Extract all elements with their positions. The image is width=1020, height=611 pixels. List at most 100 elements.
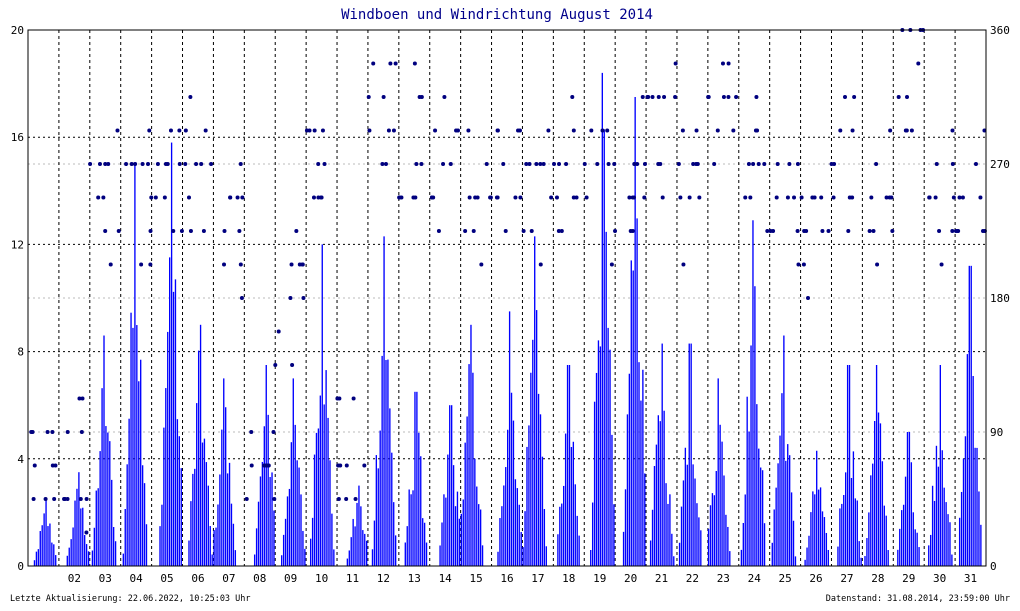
gust-bar xyxy=(563,485,565,566)
direction-dot xyxy=(380,162,385,166)
direction-dot xyxy=(642,195,647,200)
gust-bar xyxy=(642,369,644,566)
gust-bar xyxy=(95,490,97,566)
direction-dot xyxy=(101,195,106,200)
direction-dot xyxy=(381,95,386,99)
gust-bar xyxy=(783,335,785,566)
gust-bar xyxy=(317,428,320,566)
gust-bar xyxy=(688,343,690,566)
direction-dot xyxy=(524,162,529,166)
direction-dot xyxy=(273,363,278,367)
direction-dot xyxy=(336,497,341,501)
gust-bar xyxy=(439,545,441,566)
direction-dot xyxy=(304,128,309,133)
direction-dot xyxy=(852,95,857,99)
direction-dot xyxy=(362,463,367,468)
direction-dot xyxy=(414,162,419,166)
x-tick-label: 03 xyxy=(99,572,112,585)
direction-dot xyxy=(635,162,640,166)
direction-dot xyxy=(869,195,874,200)
gust-bar xyxy=(161,504,163,566)
gust-bar xyxy=(852,451,855,566)
gust-bar xyxy=(84,535,86,566)
direction-dot xyxy=(103,162,108,166)
direction-dot xyxy=(981,229,986,233)
direction-dot xyxy=(564,162,569,166)
gust-bar xyxy=(754,286,756,566)
gust-bar xyxy=(711,493,714,566)
gust-bar xyxy=(47,526,49,566)
direction-dot xyxy=(80,396,85,401)
gust-bar xyxy=(373,520,376,566)
gust-bar xyxy=(470,324,472,566)
gust-bar xyxy=(848,365,851,566)
direction-dot xyxy=(351,396,356,401)
gust-bar xyxy=(962,458,965,566)
gust-bar xyxy=(881,461,884,566)
direction-dot xyxy=(344,463,349,468)
gust-bar xyxy=(804,559,806,566)
gust-bar xyxy=(136,325,138,566)
gust-bar xyxy=(112,527,115,566)
gust-bar xyxy=(539,414,542,566)
x-tick-label: 24 xyxy=(748,572,762,585)
direction-dot xyxy=(748,195,753,200)
gust-bar xyxy=(234,550,237,566)
direction-dot xyxy=(774,195,779,200)
gust-bar xyxy=(682,480,685,566)
gust-bar xyxy=(37,549,40,566)
direction-dot xyxy=(571,195,576,200)
gust-bar xyxy=(425,542,428,566)
x-tick-label: 06 xyxy=(191,572,204,585)
direction-dot xyxy=(222,229,227,233)
gust-bar xyxy=(947,514,949,566)
gust-bar xyxy=(165,388,167,566)
gust-bar xyxy=(910,462,913,566)
direction-dot xyxy=(344,497,349,501)
direction-dot xyxy=(832,162,837,166)
direction-dot xyxy=(799,195,804,200)
direction-dot xyxy=(768,229,773,233)
gust-bar xyxy=(253,554,256,566)
gust-bar xyxy=(541,456,544,566)
gust-bar xyxy=(91,550,94,566)
gust-bar xyxy=(313,454,316,566)
direction-dot xyxy=(479,262,484,267)
direction-dot xyxy=(163,162,168,166)
direction-dot xyxy=(810,195,815,200)
direction-dot xyxy=(436,229,441,233)
gust-bar xyxy=(505,467,507,566)
gust-bar xyxy=(823,517,826,566)
direction-dot xyxy=(589,128,594,133)
gust-bar xyxy=(377,468,379,566)
y-left-tick-label: 8 xyxy=(17,346,24,359)
direction-dot xyxy=(162,195,167,200)
direction-dot xyxy=(97,162,102,166)
x-tick-label: 21 xyxy=(655,572,668,585)
gust-bar xyxy=(201,442,204,566)
direction-dot xyxy=(276,329,281,334)
gust-bar xyxy=(362,530,364,566)
direction-dot xyxy=(115,128,120,133)
direction-dot xyxy=(179,229,184,233)
x-tick-label: 28 xyxy=(871,572,884,585)
gust-bar xyxy=(356,502,358,566)
gust-bar xyxy=(535,310,538,566)
gust-bar xyxy=(273,510,275,566)
gust-bar xyxy=(302,530,304,566)
gust-bar xyxy=(980,524,982,566)
y-left-tick-label: 4 xyxy=(17,453,24,466)
direction-dot xyxy=(183,162,188,166)
gust-bar xyxy=(352,518,354,566)
direction-dot xyxy=(691,162,696,166)
gust-bar xyxy=(445,497,447,566)
direction-dot xyxy=(473,195,478,200)
direction-dot xyxy=(271,430,276,434)
gust-bar xyxy=(808,535,810,566)
gust-bar xyxy=(501,506,503,566)
direction-dot xyxy=(819,195,824,200)
gust-bar xyxy=(763,523,766,566)
direction-dot xyxy=(419,95,424,99)
gust-bar xyxy=(530,372,532,566)
direction-dot xyxy=(640,95,645,99)
